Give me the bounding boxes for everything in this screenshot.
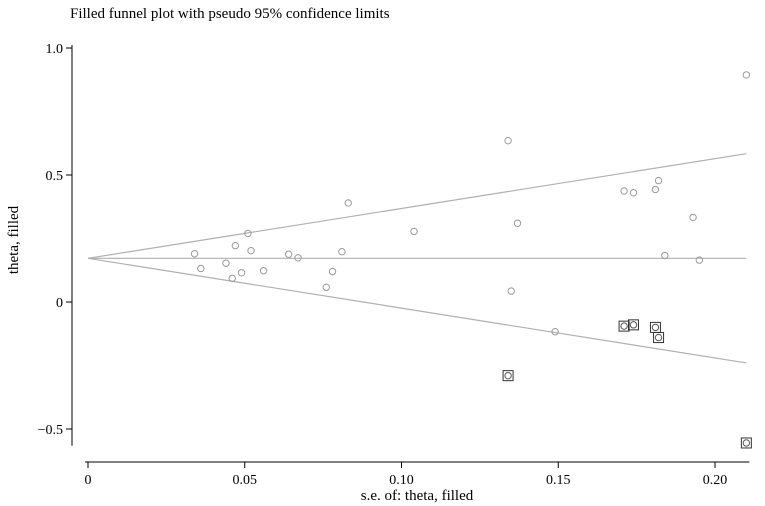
chart-title: Filled funnel plot with pseudo 95% confi…: [70, 6, 390, 22]
study-point: [231, 241, 240, 250]
study-point: [651, 185, 660, 194]
filled-study-box: [618, 320, 630, 332]
filled-study-box: [653, 332, 665, 344]
filled-study-box: [502, 370, 514, 382]
x-axis-title: s.e. of: theta, filled: [361, 488, 474, 504]
funnel-lines: [87, 153, 747, 364]
study-point: [504, 137, 512, 145]
filled-study-point: [504, 371, 512, 380]
filled-study-point: [651, 323, 660, 332]
study-point: [247, 246, 255, 255]
x-tick-label: 0.15: [546, 473, 571, 488]
data-points: [190, 71, 752, 449]
study-point: [654, 176, 663, 185]
study-point: [338, 248, 346, 256]
filled-study-box: [627, 319, 639, 331]
y-tick-label: 0.5: [46, 169, 64, 184]
study-point: [507, 287, 515, 295]
study-point: [228, 274, 236, 283]
y-tick-label: 0: [56, 296, 63, 311]
study-point: [190, 250, 199, 258]
study-point: [222, 259, 230, 267]
study-point: [294, 254, 302, 262]
study-point: [259, 267, 268, 275]
y-tick-label: −0.5: [38, 423, 63, 438]
filled-study-point: [629, 321, 638, 329]
filled-study-point: [654, 333, 663, 342]
study-point: [742, 71, 751, 79]
study-point: [689, 213, 697, 222]
study-point: [695, 256, 704, 264]
study-point: [551, 328, 559, 336]
study-point: [410, 227, 418, 236]
study-point: [629, 189, 638, 197]
x-tick-label: 0.05: [233, 473, 258, 488]
funnel-line-lower: [87, 257, 747, 364]
filled-study-point: [620, 322, 628, 330]
y-tick-label: 1.0: [46, 42, 64, 57]
study-point: [284, 250, 293, 258]
study-point: [244, 229, 252, 238]
study-point: [237, 269, 246, 277]
study-point: [620, 187, 628, 195]
axes: −0.5 0 0.5 1.0 0 0.05 0.10 0.15 0.20: [38, 42, 750, 488]
study-point: [328, 267, 337, 276]
study-point: [513, 219, 522, 227]
filled-study-box: [740, 437, 752, 449]
study-point: [344, 199, 352, 207]
x-tick-label: 0.20: [703, 473, 728, 488]
funnel-line-upper: [87, 153, 747, 259]
study-point: [661, 251, 669, 260]
y-axis-title: theta, filled: [6, 205, 22, 274]
study-point: [322, 283, 330, 291]
filled-study-point: [742, 439, 751, 447]
x-tick-label: 0.10: [389, 473, 414, 488]
study-point: [197, 264, 205, 273]
x-tick-label: 0: [85, 473, 92, 488]
